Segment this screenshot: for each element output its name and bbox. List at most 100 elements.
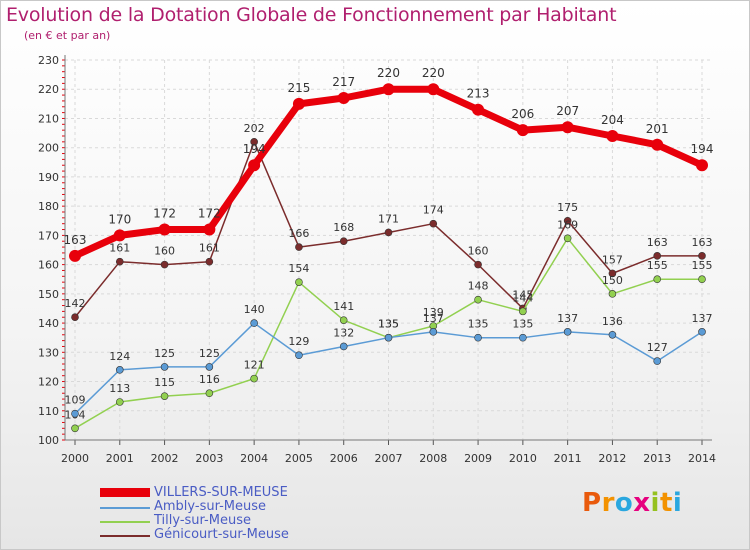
logo-letter: i	[650, 488, 660, 518]
data-point	[698, 275, 706, 284]
data-label: 137	[692, 312, 713, 325]
data-point	[696, 159, 708, 172]
data-point	[606, 130, 619, 142]
data-point	[608, 269, 617, 278]
x-tick-label: 2010	[509, 452, 537, 465]
data-label: 154	[288, 262, 309, 275]
data-label: 127	[647, 341, 668, 354]
data-label: 213	[467, 87, 490, 101]
data-point	[71, 409, 79, 418]
legend-swatch	[100, 488, 150, 497]
data-point	[160, 260, 169, 269]
data-label: 144	[512, 291, 533, 304]
data-label: 125	[154, 347, 175, 360]
data-label: 163	[692, 236, 713, 249]
data-point	[160, 363, 169, 371]
data-label: 140	[244, 303, 265, 316]
data-label: 194	[691, 142, 714, 156]
data-point	[295, 278, 303, 286]
y-tick-label: 150	[38, 288, 59, 301]
logo-letter: x	[633, 488, 651, 518]
x-tick-label: 2008	[419, 452, 447, 465]
data-label: 150	[602, 274, 623, 287]
data-point	[339, 342, 348, 351]
y-tick-label: 200	[38, 142, 59, 155]
data-point	[250, 319, 258, 327]
y-tick-label: 120	[38, 376, 59, 389]
x-tick-label: 2009	[464, 452, 492, 465]
data-label: 115	[154, 376, 175, 389]
x-tick-label: 2013	[643, 452, 671, 465]
data-label: 172	[198, 207, 221, 221]
y-tick-label: 140	[38, 317, 59, 330]
data-label: 135	[378, 318, 399, 331]
chart-legend: VILLERS-SUR-MEUSE Ambly-sur-Meuse Tilly-su…	[100, 485, 430, 543]
data-point	[205, 363, 214, 371]
logo-letter: i	[672, 488, 683, 518]
data-label: 215	[287, 81, 310, 95]
data-point	[561, 121, 574, 134]
data-label: 141	[333, 300, 354, 313]
data-label: 125	[199, 347, 220, 360]
data-point	[429, 328, 438, 336]
data-point	[429, 219, 438, 228]
x-tick-label: 2014	[688, 452, 716, 465]
data-point	[563, 328, 572, 336]
data-point	[653, 252, 662, 260]
data-point	[653, 275, 662, 284]
data-point	[698, 252, 706, 260]
data-label: 163	[64, 233, 87, 247]
x-tick-label: 2007	[375, 452, 403, 465]
data-point	[651, 138, 664, 151]
data-point	[71, 313, 79, 322]
data-label: 163	[647, 236, 668, 249]
data-label: 161	[199, 242, 220, 255]
chart-subtitle: (en € et par an)	[24, 29, 111, 42]
data-point	[384, 228, 393, 237]
data-point	[339, 237, 348, 246]
legend-swatch	[100, 535, 150, 537]
data-label: 204	[601, 113, 624, 127]
data-point	[472, 103, 485, 116]
data-point	[384, 333, 393, 342]
data-point	[203, 223, 216, 236]
legend-label: VILLERS-SUR-MEUSE	[154, 485, 288, 500]
data-point	[427, 83, 440, 96]
data-point	[160, 392, 169, 400]
data-point	[248, 159, 261, 172]
x-tick-label: 2006	[330, 452, 358, 465]
data-label: 160	[468, 245, 489, 258]
data-point	[69, 249, 81, 262]
data-point	[382, 83, 395, 96]
y-tick-label: 100	[38, 434, 59, 447]
x-tick-label: 2002	[151, 452, 179, 465]
data-label: 137	[557, 312, 578, 325]
y-tick-label: 230	[38, 54, 59, 67]
data-point	[698, 328, 706, 336]
data-label: 170	[108, 212, 131, 226]
x-tick-label: 2004	[240, 452, 268, 465]
data-label: 206	[511, 107, 534, 121]
x-tick-label: 2000	[61, 452, 89, 465]
data-label: 207	[556, 104, 579, 118]
data-label: 161	[109, 242, 130, 255]
legend-item: Tilly-sur-Meuse	[100, 513, 430, 529]
data-label: 136	[602, 315, 623, 328]
data-point	[115, 366, 124, 374]
data-label: 166	[288, 227, 309, 240]
data-label: 145	[512, 288, 533, 301]
y-tick-label: 210	[38, 112, 59, 125]
data-label: 109	[65, 394, 86, 407]
data-label: 135	[378, 318, 399, 331]
legend-item: Génicourt-sur-Meuse	[100, 527, 430, 543]
data-label: 124	[109, 350, 130, 363]
data-point	[113, 229, 126, 242]
data-point	[519, 333, 527, 342]
data-label: 148	[468, 280, 489, 293]
data-label: 155	[692, 259, 713, 272]
logo-letter: r	[601, 488, 615, 518]
x-tick-label: 2003	[195, 452, 223, 465]
data-point	[158, 223, 171, 236]
data-point	[337, 92, 350, 104]
legend-label: Génicourt-sur-Meuse	[154, 527, 289, 542]
